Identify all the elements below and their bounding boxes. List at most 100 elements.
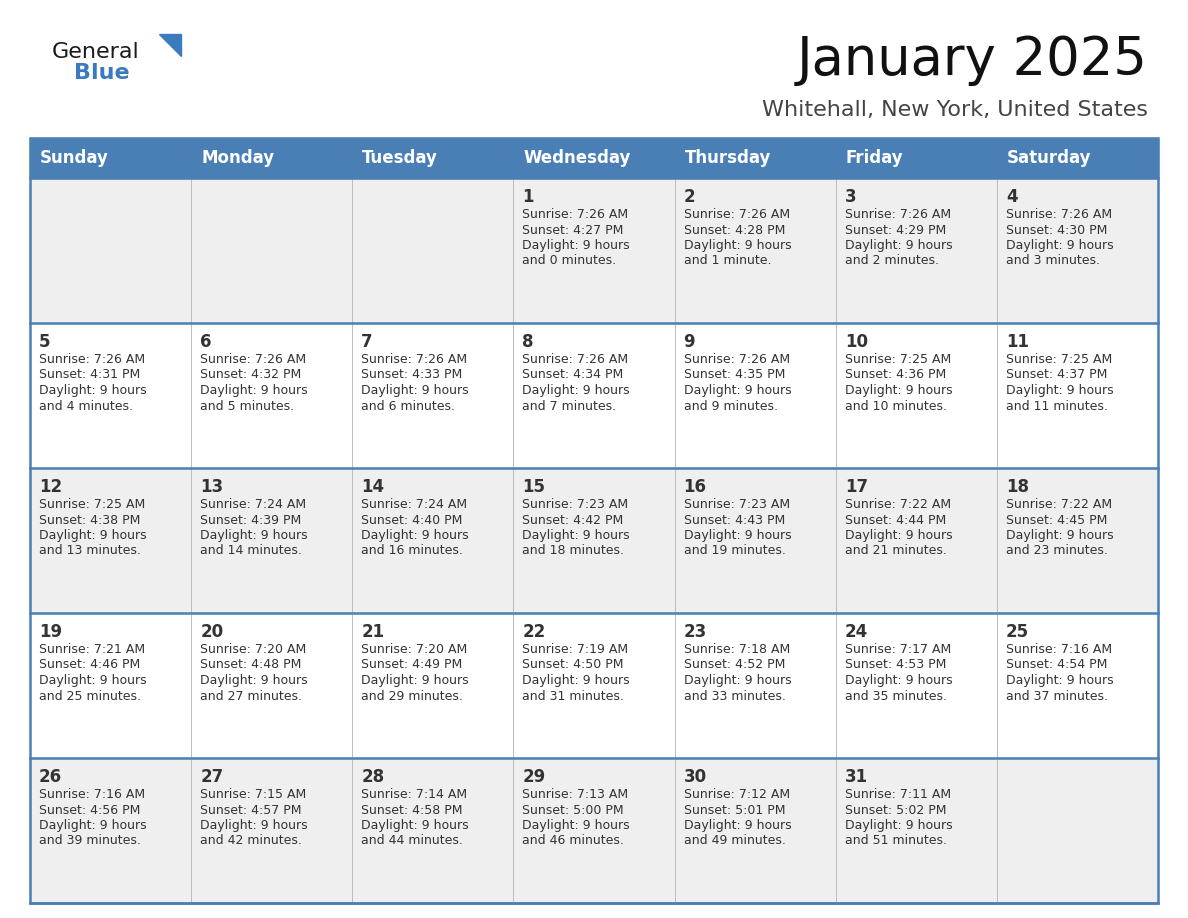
Text: Sunset: 4:49 PM: Sunset: 4:49 PM (361, 658, 462, 671)
Text: Daylight: 9 hours: Daylight: 9 hours (845, 384, 953, 397)
Text: and 0 minutes.: and 0 minutes. (523, 254, 617, 267)
Text: Sunset: 4:53 PM: Sunset: 4:53 PM (845, 658, 946, 671)
Text: Sunrise: 7:14 AM: Sunrise: 7:14 AM (361, 788, 467, 801)
Bar (30, 323, 1158, 468)
Text: Sunrise: 7:22 AM: Sunrise: 7:22 AM (845, 498, 950, 511)
Bar (30, 468, 1158, 613)
Text: Daylight: 9 hours: Daylight: 9 hours (1006, 529, 1113, 542)
Text: Sunrise: 7:23 AM: Sunrise: 7:23 AM (523, 498, 628, 511)
Text: and 39 minutes.: and 39 minutes. (39, 834, 141, 847)
Text: 30: 30 (683, 768, 707, 786)
Text: Sunset: 4:32 PM: Sunset: 4:32 PM (200, 368, 302, 382)
Text: and 6 minutes.: and 6 minutes. (361, 399, 455, 412)
Text: Tuesday: Tuesday (362, 149, 438, 167)
Text: Sunset: 4:42 PM: Sunset: 4:42 PM (523, 513, 624, 527)
Text: Sunset: 4:37 PM: Sunset: 4:37 PM (1006, 368, 1107, 382)
Text: Sunrise: 7:25 AM: Sunrise: 7:25 AM (39, 498, 145, 511)
Text: Sunrise: 7:16 AM: Sunrise: 7:16 AM (1006, 643, 1112, 656)
Text: 12: 12 (39, 478, 62, 496)
Text: and 1 minute.: and 1 minute. (683, 254, 771, 267)
Text: Sunset: 4:30 PM: Sunset: 4:30 PM (1006, 223, 1107, 237)
Text: Thursday: Thursday (684, 149, 771, 167)
Text: Sunset: 4:54 PM: Sunset: 4:54 PM (1006, 658, 1107, 671)
Text: Sunrise: 7:20 AM: Sunrise: 7:20 AM (361, 643, 468, 656)
Text: and 23 minutes.: and 23 minutes. (1006, 544, 1107, 557)
Text: Sunrise: 7:21 AM: Sunrise: 7:21 AM (39, 643, 145, 656)
Text: Sunrise: 7:26 AM: Sunrise: 7:26 AM (361, 353, 467, 366)
Text: 22: 22 (523, 623, 545, 641)
Text: Daylight: 9 hours: Daylight: 9 hours (361, 384, 469, 397)
Text: 7: 7 (361, 333, 373, 351)
Text: Sunset: 4:31 PM: Sunset: 4:31 PM (39, 368, 140, 382)
Text: Sunset: 4:56 PM: Sunset: 4:56 PM (39, 803, 140, 816)
Text: Daylight: 9 hours: Daylight: 9 hours (683, 239, 791, 252)
Text: and 14 minutes.: and 14 minutes. (200, 544, 302, 557)
Text: Daylight: 9 hours: Daylight: 9 hours (361, 529, 469, 542)
Text: Sunset: 4:28 PM: Sunset: 4:28 PM (683, 223, 785, 237)
Bar (30, 138, 1158, 903)
Text: Sunset: 4:45 PM: Sunset: 4:45 PM (1006, 513, 1107, 527)
Text: Sunrise: 7:11 AM: Sunrise: 7:11 AM (845, 788, 950, 801)
Text: Daylight: 9 hours: Daylight: 9 hours (683, 674, 791, 687)
Text: Daylight: 9 hours: Daylight: 9 hours (845, 674, 953, 687)
Text: Sunrise: 7:26 AM: Sunrise: 7:26 AM (39, 353, 145, 366)
Bar (30, 178, 1158, 323)
Text: and 19 minutes.: and 19 minutes. (683, 544, 785, 557)
Text: 1: 1 (523, 188, 533, 206)
Text: Sunset: 4:38 PM: Sunset: 4:38 PM (39, 513, 140, 527)
Text: and 10 minutes.: and 10 minutes. (845, 399, 947, 412)
Text: 13: 13 (200, 478, 223, 496)
Text: 24: 24 (845, 623, 868, 641)
Text: and 18 minutes.: and 18 minutes. (523, 544, 625, 557)
Text: Daylight: 9 hours: Daylight: 9 hours (200, 529, 308, 542)
Text: and 9 minutes.: and 9 minutes. (683, 399, 778, 412)
Text: Sunset: 4:36 PM: Sunset: 4:36 PM (845, 368, 946, 382)
Text: and 21 minutes.: and 21 minutes. (845, 544, 947, 557)
Text: Saturday: Saturday (1007, 149, 1092, 167)
Text: Daylight: 9 hours: Daylight: 9 hours (845, 529, 953, 542)
Text: Daylight: 9 hours: Daylight: 9 hours (39, 674, 146, 687)
Text: and 29 minutes.: and 29 minutes. (361, 689, 463, 702)
Text: Sunset: 4:48 PM: Sunset: 4:48 PM (200, 658, 302, 671)
Text: 10: 10 (845, 333, 867, 351)
Text: 19: 19 (39, 623, 62, 641)
Text: Daylight: 9 hours: Daylight: 9 hours (200, 384, 308, 397)
Text: Daylight: 9 hours: Daylight: 9 hours (683, 819, 791, 832)
Text: Daylight: 9 hours: Daylight: 9 hours (1006, 384, 1113, 397)
Text: Daylight: 9 hours: Daylight: 9 hours (200, 819, 308, 832)
Text: and 5 minutes.: and 5 minutes. (200, 399, 295, 412)
Text: 16: 16 (683, 478, 707, 496)
Text: Sunset: 4:57 PM: Sunset: 4:57 PM (200, 803, 302, 816)
Text: Sunrise: 7:25 AM: Sunrise: 7:25 AM (1006, 353, 1112, 366)
Text: Sunrise: 7:20 AM: Sunrise: 7:20 AM (200, 643, 307, 656)
Text: Daylight: 9 hours: Daylight: 9 hours (39, 819, 146, 832)
Text: Daylight: 9 hours: Daylight: 9 hours (683, 529, 791, 542)
Text: Sunrise: 7:26 AM: Sunrise: 7:26 AM (683, 353, 790, 366)
Text: 18: 18 (1006, 478, 1029, 496)
Text: Blue: Blue (74, 63, 129, 83)
Text: Sunset: 4:50 PM: Sunset: 4:50 PM (523, 658, 624, 671)
Text: Sunrise: 7:25 AM: Sunrise: 7:25 AM (845, 353, 950, 366)
Text: 21: 21 (361, 623, 385, 641)
Text: and 2 minutes.: and 2 minutes. (845, 254, 939, 267)
Text: 14: 14 (361, 478, 385, 496)
Text: and 3 minutes.: and 3 minutes. (1006, 254, 1100, 267)
Text: and 13 minutes.: and 13 minutes. (39, 544, 141, 557)
Text: January 2025: January 2025 (797, 34, 1148, 86)
Text: and 31 minutes.: and 31 minutes. (523, 689, 625, 702)
Text: and 27 minutes.: and 27 minutes. (200, 689, 302, 702)
Text: and 46 minutes.: and 46 minutes. (523, 834, 625, 847)
Text: Daylight: 9 hours: Daylight: 9 hours (523, 819, 630, 832)
Text: Daylight: 9 hours: Daylight: 9 hours (845, 239, 953, 252)
Text: Sunrise: 7:26 AM: Sunrise: 7:26 AM (845, 208, 950, 221)
Text: and 11 minutes.: and 11 minutes. (1006, 399, 1107, 412)
Text: and 37 minutes.: and 37 minutes. (1006, 689, 1108, 702)
Text: Sunset: 5:02 PM: Sunset: 5:02 PM (845, 803, 946, 816)
Text: 6: 6 (200, 333, 211, 351)
Text: and 49 minutes.: and 49 minutes. (683, 834, 785, 847)
Text: 20: 20 (200, 623, 223, 641)
Text: Daylight: 9 hours: Daylight: 9 hours (1006, 239, 1113, 252)
Text: Sunset: 4:34 PM: Sunset: 4:34 PM (523, 368, 624, 382)
Text: 29: 29 (523, 768, 545, 786)
Text: and 33 minutes.: and 33 minutes. (683, 689, 785, 702)
